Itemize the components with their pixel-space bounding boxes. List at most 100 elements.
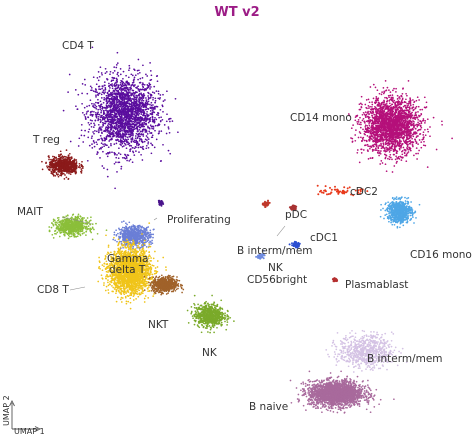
point: [97, 151, 99, 154]
point: [117, 161, 120, 164]
point: [93, 103, 95, 105]
point: [95, 130, 98, 133]
point: [74, 164, 77, 166]
point: [91, 89, 93, 92]
point: [70, 226, 72, 229]
point: [60, 156, 63, 159]
point: [77, 231, 80, 233]
point: [62, 109, 65, 112]
point: [144, 231, 147, 233]
point: [113, 151, 116, 154]
point: [143, 233, 146, 236]
point: [91, 226, 94, 229]
point: [147, 246, 150, 249]
point: [167, 127, 170, 130]
point: [135, 146, 137, 149]
point: [124, 232, 127, 234]
point: [118, 100, 121, 103]
point: [100, 111, 102, 114]
point: [114, 187, 116, 190]
point: [106, 78, 109, 81]
point: [116, 62, 119, 64]
point: [106, 175, 109, 178]
point: [101, 132, 103, 135]
point: [137, 146, 140, 149]
point: [69, 168, 72, 170]
point: [155, 90, 158, 92]
point: [63, 178, 66, 180]
point: [123, 133, 125, 136]
point: [126, 112, 128, 114]
chart-title: WT v2: [214, 5, 259, 20]
point: [126, 230, 129, 232]
point: [140, 93, 142, 96]
point: [107, 134, 109, 137]
point: [69, 156, 71, 159]
point: [148, 82, 151, 85]
point: [100, 142, 103, 145]
point: [74, 217, 77, 220]
point: [132, 134, 134, 137]
point: [149, 132, 151, 134]
point: [117, 106, 120, 109]
point: [141, 83, 144, 86]
point: [132, 123, 135, 126]
point: [130, 131, 133, 134]
point: [136, 128, 139, 131]
point: [149, 62, 151, 64]
point: [123, 110, 125, 113]
point: [59, 150, 62, 153]
point: [120, 88, 123, 91]
point: [104, 122, 107, 125]
point: [118, 87, 121, 90]
point: [92, 131, 94, 133]
point: [91, 147, 94, 149]
point: [68, 152, 71, 155]
point: [154, 129, 156, 132]
point: [130, 99, 133, 102]
point: [150, 101, 153, 104]
point: [135, 227, 137, 230]
point: [125, 222, 127, 225]
point: [48, 158, 50, 161]
point: [146, 133, 149, 135]
point: [80, 230, 83, 233]
point: [69, 140, 72, 143]
point: [95, 101, 97, 104]
point: [97, 108, 100, 111]
point: [120, 141, 122, 144]
point: [101, 126, 103, 128]
point: [151, 109, 154, 112]
point: [141, 125, 144, 128]
point: [92, 126, 95, 128]
point: [140, 108, 143, 111]
point: [124, 154, 127, 156]
point: [153, 85, 156, 88]
point: [105, 153, 108, 155]
point: [80, 168, 83, 170]
point: [162, 143, 164, 146]
point: [150, 152, 153, 155]
point: [132, 132, 134, 135]
point: [69, 230, 71, 233]
point: [99, 108, 102, 111]
point: [116, 101, 119, 104]
point: [113, 66, 116, 68]
point: [133, 69, 136, 71]
point: [49, 163, 52, 165]
point: [128, 108, 130, 110]
point: [102, 143, 104, 146]
point: [132, 118, 134, 121]
point: [45, 162, 47, 165]
point: [125, 246, 128, 249]
point: [137, 125, 140, 128]
point: [130, 226, 133, 229]
point: [118, 228, 121, 231]
point: [125, 147, 128, 150]
point: [55, 233, 57, 235]
point: [99, 129, 101, 131]
point: [117, 71, 119, 74]
point: [142, 99, 145, 102]
point: [144, 114, 147, 117]
point: [120, 228, 123, 231]
